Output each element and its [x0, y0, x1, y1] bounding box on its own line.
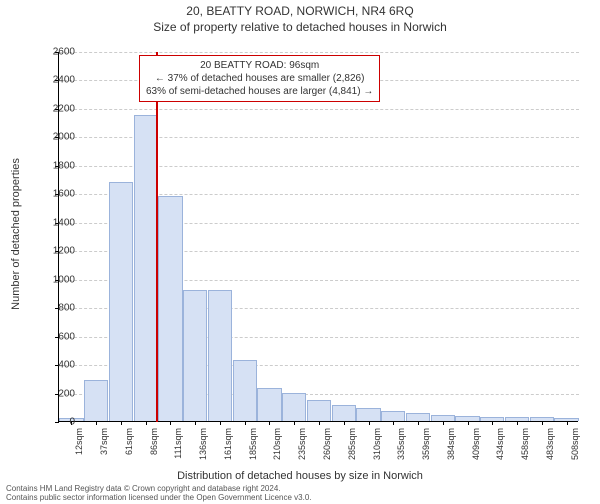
ytick-label: 0: [35, 417, 75, 428]
histogram-bar: [134, 115, 158, 421]
xtick-label: 384sqm: [446, 428, 456, 460]
xtick-label: 508sqm: [570, 428, 580, 460]
footer-line-1: Contains HM Land Registry data © Crown c…: [6, 484, 312, 493]
histogram-bar: [332, 405, 356, 421]
xtick-label: 61sqm: [124, 428, 134, 455]
xtick-mark: [567, 421, 568, 425]
footer-attribution: Contains HM Land Registry data © Crown c…: [6, 484, 312, 502]
xtick-mark: [170, 421, 171, 425]
ytick-label: 600: [35, 331, 75, 342]
histogram-bar: [282, 393, 306, 421]
footer-line-2: Contains public sector information licen…: [6, 493, 312, 502]
ytick-label: 1200: [35, 246, 75, 257]
ytick-label: 1800: [35, 160, 75, 171]
xtick-label: 136sqm: [198, 428, 208, 460]
chart-area: 12sqm37sqm61sqm86sqm111sqm136sqm161sqm18…: [58, 52, 578, 422]
gridline: [59, 109, 579, 110]
histogram-bar: [109, 182, 133, 421]
y-axis-label: Number of detached properties: [10, 158, 22, 310]
xtick-mark: [344, 421, 345, 425]
xtick-mark: [269, 421, 270, 425]
xtick-label: 37sqm: [99, 428, 109, 455]
xtick-mark: [294, 421, 295, 425]
xtick-label: 285sqm: [347, 428, 357, 460]
ytick-label: 1000: [35, 274, 75, 285]
xtick-mark: [96, 421, 97, 425]
xtick-mark: [443, 421, 444, 425]
gridline: [59, 52, 579, 53]
ytick-label: 2600: [35, 47, 75, 58]
xtick-label: 260sqm: [322, 428, 332, 460]
histogram-bar: [257, 388, 281, 421]
histogram-bar: [406, 413, 430, 421]
histogram-bar: [208, 290, 232, 421]
chart-container: 20, BEATTY ROAD, NORWICH, NR4 6RQ Size o…: [0, 4, 600, 504]
xtick-label: 86sqm: [149, 428, 159, 455]
ytick-label: 2000: [35, 132, 75, 143]
xtick-mark: [121, 421, 122, 425]
xtick-label: 335sqm: [396, 428, 406, 460]
xtick-mark: [369, 421, 370, 425]
ytick-label: 1600: [35, 189, 75, 200]
info-box-line3: 63% of semi-detached houses are larger (…: [146, 85, 373, 98]
ytick-label: 1400: [35, 217, 75, 228]
ytick-label: 2200: [35, 103, 75, 114]
xtick-label: 359sqm: [421, 428, 431, 460]
xtick-label: 434sqm: [495, 428, 505, 460]
xtick-label: 185sqm: [248, 428, 258, 460]
xtick-label: 310sqm: [372, 428, 382, 460]
xtick-mark: [468, 421, 469, 425]
plot-region: 12sqm37sqm61sqm86sqm111sqm136sqm161sqm18…: [58, 52, 578, 422]
xtick-label: 161sqm: [223, 428, 233, 460]
xtick-label: 409sqm: [471, 428, 481, 460]
ytick-label: 800: [35, 303, 75, 314]
histogram-bar: [381, 411, 405, 421]
reference-marker-line: [156, 52, 158, 422]
histogram-bar: [356, 408, 380, 421]
histogram-bar: [158, 196, 182, 421]
title-line-2: Size of property relative to detached ho…: [0, 20, 600, 34]
info-box-line1: 20 BEATTY ROAD: 96sqm: [146, 59, 373, 72]
xtick-label: 12sqm: [74, 428, 84, 455]
ytick-label: 2400: [35, 75, 75, 86]
xtick-label: 210sqm: [272, 428, 282, 460]
xtick-mark: [245, 421, 246, 425]
xtick-mark: [195, 421, 196, 425]
xtick-mark: [418, 421, 419, 425]
xtick-mark: [319, 421, 320, 425]
histogram-bar: [307, 400, 331, 421]
ytick-label: 200: [35, 388, 75, 399]
title-line-1: 20, BEATTY ROAD, NORWICH, NR4 6RQ: [0, 4, 600, 18]
xtick-label: 235sqm: [297, 428, 307, 460]
ytick-label: 400: [35, 360, 75, 371]
xtick-mark: [146, 421, 147, 425]
xtick-label: 458sqm: [520, 428, 530, 460]
info-box-line2: ← 37% of detached houses are smaller (2,…: [146, 72, 373, 85]
xtick-mark: [542, 421, 543, 425]
xtick-mark: [517, 421, 518, 425]
xtick-mark: [220, 421, 221, 425]
histogram-bar: [84, 380, 108, 421]
histogram-bar: [233, 360, 257, 421]
histogram-bar: [183, 290, 207, 421]
x-axis-label: Distribution of detached houses by size …: [0, 470, 600, 482]
xtick-label: 111sqm: [173, 428, 183, 459]
xtick-mark: [393, 421, 394, 425]
info-box: 20 BEATTY ROAD: 96sqm← 37% of detached h…: [139, 55, 380, 102]
xtick-label: 483sqm: [545, 428, 555, 460]
xtick-mark: [492, 421, 493, 425]
